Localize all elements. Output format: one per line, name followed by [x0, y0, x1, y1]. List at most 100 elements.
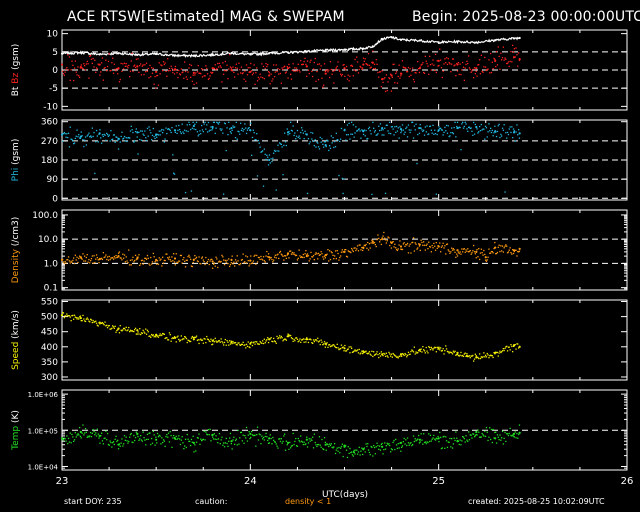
scatter-dot: [150, 256, 152, 259]
scatter-dot: [134, 439, 136, 442]
scatter-dot: [160, 64, 162, 66]
scatter-dot: [162, 61, 165, 63]
scatter-dot: [499, 68, 501, 70]
scatter-dot: [464, 352, 466, 354]
scatter-dot: [445, 345, 447, 347]
scatter-dot: [158, 62, 160, 64]
scatter-dot: [302, 443, 304, 446]
scatter-dot: [160, 258, 162, 260]
scatter-dot: [289, 132, 291, 135]
scatter-dot: [273, 149, 276, 152]
scatter-dot: [423, 129, 425, 131]
scatter-dot: [89, 262, 91, 264]
scatter-dot: [183, 338, 185, 340]
scatter-dot: [458, 126, 460, 128]
scatter-dot: [418, 434, 420, 437]
scatter-dot: [295, 67, 298, 69]
scatter-dot: [385, 124, 387, 126]
scatter-dot: [154, 261, 156, 263]
scatter-dot: [326, 342, 328, 344]
scatter-dot: [74, 316, 76, 318]
scatter-dot: [470, 253, 472, 255]
scatter-dot: [200, 73, 202, 75]
scatter-dot: [90, 258, 93, 260]
scatter-dot: [462, 436, 465, 438]
scatter-dot: [435, 71, 437, 74]
scatter-dot: [329, 443, 331, 445]
scatter-dot: [244, 435, 246, 437]
scatter-dot: [345, 65, 348, 68]
scatter-dot: [317, 337, 319, 339]
scatter-dot: [463, 353, 465, 355]
scatter-dot: [385, 74, 387, 76]
scatter-dot: [107, 325, 110, 327]
scatter-dot: [426, 350, 428, 352]
scatter-dot: [210, 440, 212, 442]
scatter-dot: [342, 455, 344, 458]
scatter-dot: [468, 355, 471, 357]
scatter-dot: [169, 431, 171, 433]
data-point-density: [456, 249, 459, 252]
scatter-dot: [170, 131, 172, 134]
scatter-dot: [340, 445, 343, 448]
scatter-dot: [438, 346, 440, 348]
scatter-dot: [228, 258, 230, 260]
scatter-dot: [424, 55, 426, 57]
scatter-dot: [496, 64, 499, 66]
scatter-dot: [168, 67, 171, 70]
y-tick-label-mag: 5: [52, 48, 58, 58]
scatter-dot: [214, 438, 216, 440]
scatter-dot: [123, 68, 125, 70]
scatter-dot: [401, 130, 403, 132]
scatter-dot: [409, 68, 411, 70]
scatter-dot: [385, 242, 387, 244]
scatter-dot: [213, 121, 215, 123]
scatter-dot: [321, 77, 323, 79]
scatter-dot: [462, 66, 465, 68]
scatter-dot: [380, 243, 382, 246]
scatter-dot: [301, 256, 303, 258]
scatter-dot: [412, 237, 415, 239]
scatter-dot: [501, 127, 504, 129]
scatter-dot: [312, 339, 315, 341]
scatter-dot: [403, 67, 405, 69]
scatter-dot: [458, 355, 460, 357]
scatter-dot: [282, 255, 284, 257]
scatter-dot: [315, 252, 317, 254]
y-tick-label-mag: 10: [47, 30, 59, 40]
scatter-dot: [262, 342, 265, 345]
scatter-dot: [476, 434, 478, 436]
scatter-dot: [501, 351, 503, 353]
scatter-dot: [295, 138, 297, 140]
scatter-dot: [348, 452, 350, 455]
scatter-dot: [346, 348, 349, 351]
scatter-dot: [285, 144, 287, 147]
scatter-dot: [240, 259, 243, 261]
scatter-dot: [124, 439, 126, 441]
scatter-dot: [186, 341, 188, 344]
scatter-dot: [379, 355, 382, 357]
scatter-dot: [230, 132, 232, 134]
scatter-dot: [120, 442, 122, 444]
scatter-dot: [467, 248, 469, 250]
scatter-dot: [234, 67, 237, 69]
scatter-dot: [182, 71, 184, 73]
scatter-dot: [418, 71, 421, 74]
scatter-dot: [146, 70, 149, 72]
scatter-dot: [118, 251, 121, 253]
scatter-dot: [315, 146, 317, 148]
scatter-dot: [284, 141, 287, 143]
scatter-dot: [506, 62, 508, 65]
data-point-density: [518, 247, 521, 250]
scatter-dot: [145, 62, 148, 64]
scatter-dot: [204, 121, 206, 123]
scatter-dot: [381, 70, 383, 72]
scatter-dot: [150, 75, 152, 78]
scatter-dot: [245, 426, 248, 429]
y-axis-label-part: Speed: [11, 342, 21, 370]
scatter-dot: [482, 254, 484, 256]
scatter-dot: [319, 68, 321, 70]
scatter-dot: [411, 70, 413, 72]
scatter-dot: [417, 61, 419, 63]
scatter-dot: [329, 258, 332, 261]
